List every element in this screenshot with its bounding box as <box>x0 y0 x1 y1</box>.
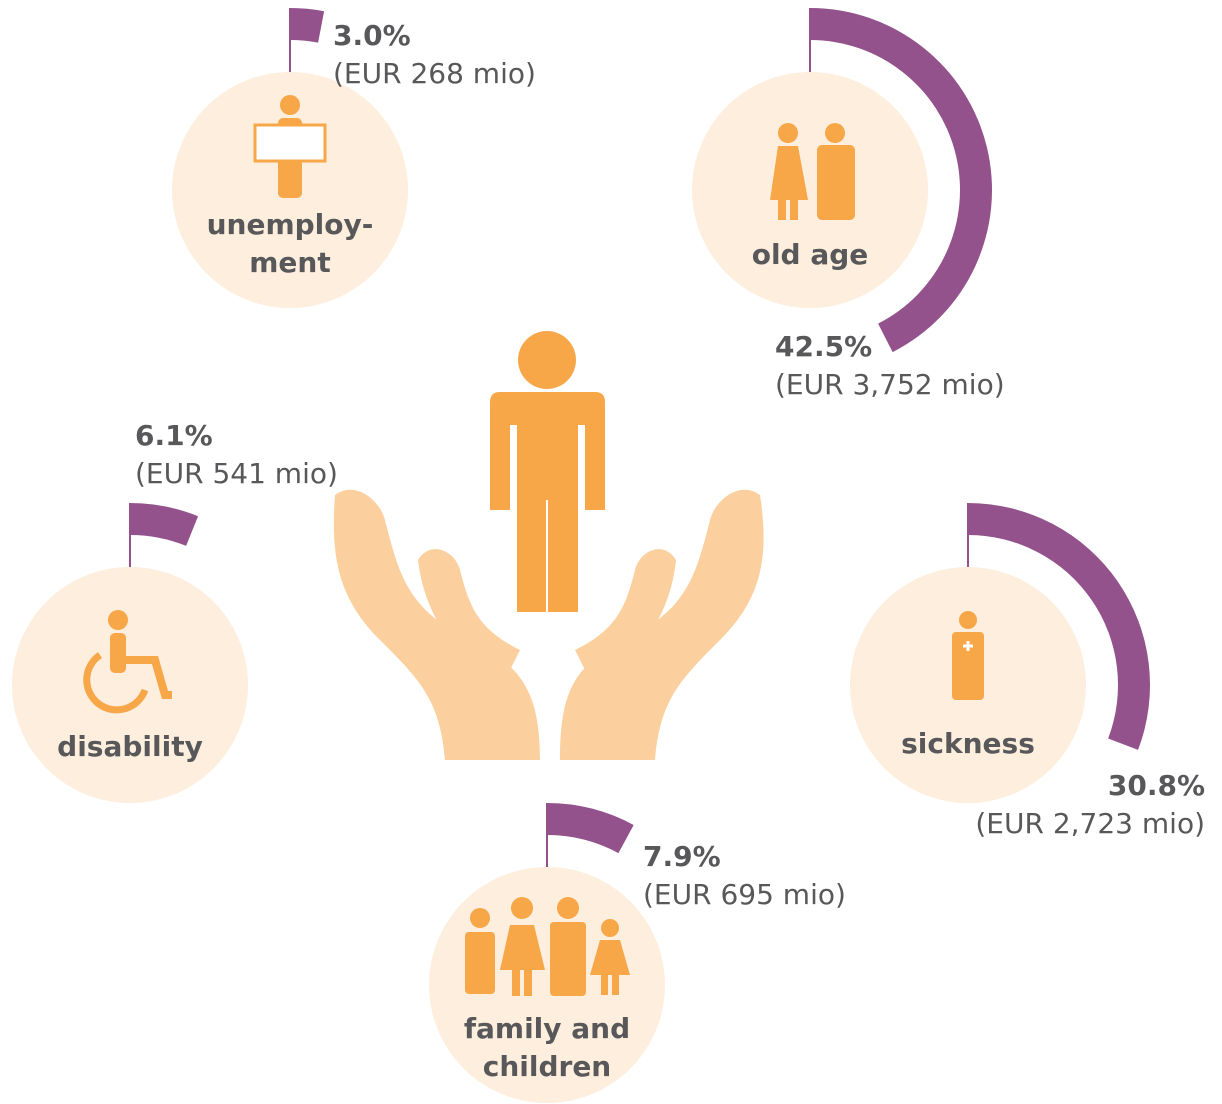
category-circle <box>692 72 928 308</box>
category-label: ment <box>249 246 330 279</box>
value-label: 30.8% <box>1108 769 1205 802</box>
value-label: 42.5% <box>775 330 872 363</box>
category-label: family and <box>464 1012 630 1045</box>
category-label: disability <box>57 730 203 763</box>
arc <box>130 503 198 546</box>
amount-label: (EUR 3,752 mio) <box>775 368 1005 401</box>
amount-label: (EUR 541 mio) <box>135 457 338 490</box>
arc <box>290 8 324 43</box>
infographic: unemploy-ment 3.0% (EUR 268 mio) old age 42.… <box>0 0 1222 1104</box>
center-illustration <box>334 331 764 760</box>
category-circle <box>12 567 248 803</box>
value-label: 6.1% <box>135 419 213 452</box>
amount-label: (EUR 268 mio) <box>333 57 536 90</box>
amount-label: (EUR 2,723 mio) <box>975 807 1205 840</box>
arc <box>547 803 634 853</box>
category-label: unemploy- <box>207 208 374 241</box>
amount-label: (EUR 695 mio) <box>643 878 846 911</box>
category-label: sickness <box>901 727 1035 760</box>
category-label: old age <box>752 238 869 271</box>
value-label: 7.9% <box>643 840 721 873</box>
value-label: 3.0% <box>333 19 411 52</box>
category-label: children <box>483 1050 612 1083</box>
